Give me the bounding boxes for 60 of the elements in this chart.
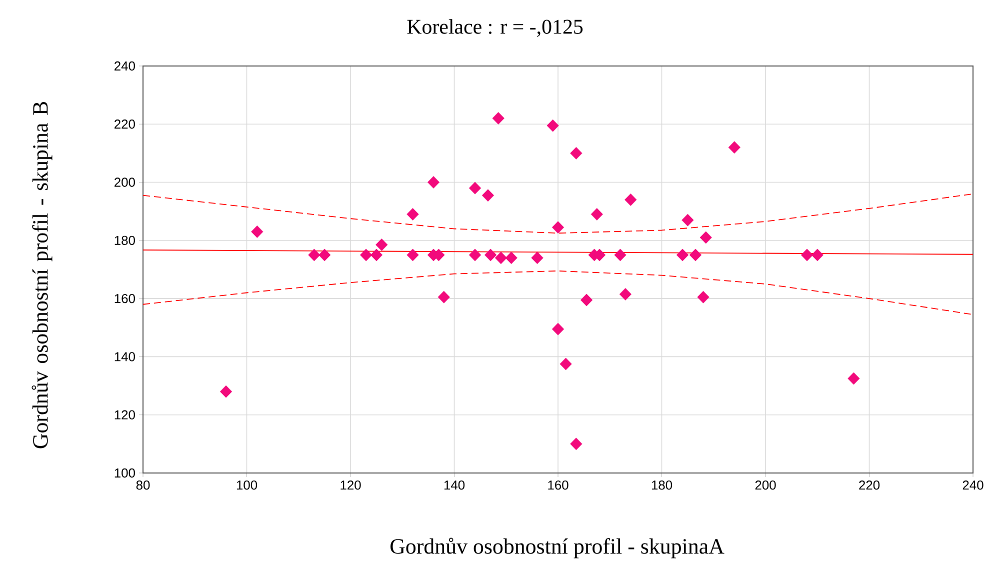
y-tick-label: 200: [114, 178, 135, 187]
point: [552, 221, 564, 234]
y-axis-title: Gordnův osobnostní profil - skupina B: [32, 102, 52, 448]
y-tick-label: 160: [114, 294, 135, 304]
point: [580, 294, 593, 306]
point: [482, 189, 494, 202]
x-tick-label: 80: [136, 480, 150, 490]
y-tick-label: 120: [114, 410, 135, 420]
point: [494, 252, 507, 264]
point: [468, 182, 482, 194]
point: [360, 248, 372, 262]
point: [546, 119, 559, 132]
point: [570, 438, 582, 450]
y-tick-label: 140: [114, 352, 135, 362]
x-tick-label: 160: [548, 480, 568, 490]
point: [492, 112, 504, 125]
point: [468, 248, 482, 262]
point: [505, 252, 518, 264]
point: [531, 252, 544, 264]
chart-title: Korelace : r = -,0125: [407, 19, 583, 37]
point: [318, 248, 331, 262]
point: [406, 208, 419, 220]
x-tick-label: 120: [340, 480, 361, 490]
point: [438, 290, 450, 304]
point: [308, 248, 320, 262]
point: [800, 248, 814, 262]
point: [251, 225, 264, 238]
x-axis-title: Gordnův osobnostní profil - skupinaA: [390, 538, 724, 558]
point: [427, 176, 440, 188]
x-tick-label: 140: [444, 480, 465, 490]
x-tick-label: 240: [962, 480, 984, 490]
point: [624, 194, 637, 206]
line-series: [142, 270, 974, 315]
point: [552, 322, 564, 336]
y-tick-label: 180: [114, 236, 135, 245]
x-tick-label: 100: [236, 480, 258, 490]
point: [619, 288, 632, 300]
x-tick-label: 200: [755, 480, 776, 490]
point: [484, 248, 497, 262]
point: [570, 147, 582, 160]
y-tick-label: 100: [114, 468, 135, 478]
point: [697, 290, 710, 304]
x-tick-label: 180: [652, 480, 672, 490]
point: [560, 358, 572, 370]
x-tick-label: 220: [859, 480, 880, 490]
point: [590, 208, 603, 220]
point: [682, 214, 694, 226]
point: [614, 248, 626, 262]
point: [728, 141, 740, 154]
point: [376, 238, 388, 251]
y-tick-label: 220: [114, 120, 135, 129]
point: [406, 248, 419, 262]
point: [689, 248, 702, 262]
point: [220, 385, 232, 398]
point: [848, 372, 860, 385]
point: [700, 231, 712, 244]
point: [676, 248, 689, 262]
y-tick-label: 240: [114, 61, 135, 71]
point: [811, 248, 824, 262]
point: [370, 248, 382, 262]
